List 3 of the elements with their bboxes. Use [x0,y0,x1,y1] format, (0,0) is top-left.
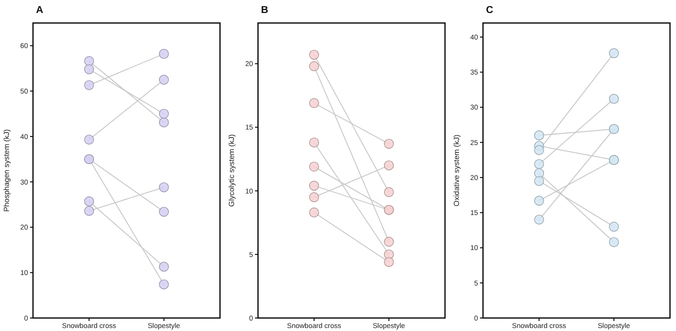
chart-title: B [261,5,268,16]
chart-title: C [486,5,494,16]
chart-title: A [36,5,44,16]
